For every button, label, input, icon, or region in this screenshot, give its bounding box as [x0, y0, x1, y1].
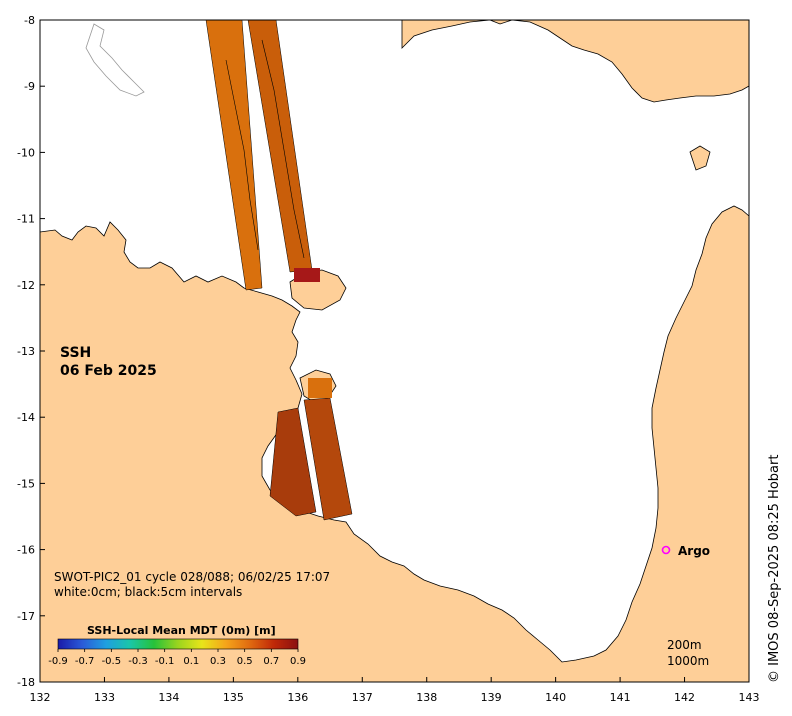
- island-tiwi: [85, 23, 145, 97]
- depth-200-label: 200m: [667, 638, 702, 652]
- y-tick-label: -14: [17, 411, 35, 424]
- swath-hotspot: [294, 268, 320, 282]
- x-tick-label: 140: [545, 691, 566, 704]
- swath-south-left: [269, 407, 317, 517]
- x-tick-label: 143: [739, 691, 760, 704]
- colorbar-tick-label: -0.1: [155, 656, 175, 667]
- x-tick-label: 132: [30, 691, 51, 704]
- colorbar-tick-label: 0.9: [290, 656, 306, 667]
- y-tick-label: -12: [17, 279, 35, 292]
- swath-contour-b: [261, 39, 305, 259]
- credit-text: © IMOS 08-Sep-2025 08:25 Hobart: [767, 454, 782, 683]
- colorbar-tick-label: 0.3: [210, 656, 226, 667]
- colorbar-tick-label: 0.5: [237, 656, 253, 667]
- y-tick-label: -16: [17, 544, 35, 557]
- colorbar-title: SSH-Local Mean MDT (0m) [m]: [87, 624, 276, 637]
- landmass-west: [40, 205, 749, 682]
- x-axis: 132 133 134 135 136 137 138 139 140 141 142 143: [30, 677, 760, 704]
- x-tick-label: 141: [610, 691, 631, 704]
- colorbar-tick-label: 0.1: [183, 656, 199, 667]
- y-tick-label: -10: [17, 146, 35, 159]
- landmass-northeast: [401, 20, 749, 103]
- depth-1000-label: 1000m: [667, 654, 709, 668]
- x-tick-label: 139: [481, 691, 502, 704]
- colorbar-tick-label: 0.7: [263, 656, 279, 667]
- island-eastern-small: [689, 145, 711, 171]
- colorbar-tick-label: -0.3: [128, 656, 148, 667]
- y-tick-label: -15: [17, 477, 35, 490]
- x-tick-label: 137: [352, 691, 373, 704]
- colorbar-tick-label: -0.9: [48, 656, 68, 667]
- x-tick-label: 136: [287, 691, 308, 704]
- y-tick-label: -18: [17, 676, 35, 689]
- panel-label: SSH: [60, 345, 91, 361]
- x-tick-label: 133: [94, 691, 115, 704]
- y-tick-label: -11: [17, 213, 35, 226]
- swath-south-patch: [308, 378, 332, 398]
- y-tick-label: -9: [24, 80, 35, 93]
- x-tick-label: 138: [416, 691, 437, 704]
- swath-contour-a: [225, 59, 259, 251]
- colorbar: [57, 638, 299, 650]
- panel-date: 06 Feb 2025: [60, 363, 157, 379]
- argo-label: Argo: [678, 544, 710, 558]
- y-tick-label: -13: [17, 345, 35, 358]
- swath-north-left: [205, 20, 263, 291]
- contour-note: white:0cm; black:5cm intervals: [54, 585, 242, 599]
- colorbar-ticks: -0.9 -0.7 -0.5 -0.3 -0.1 0.1 0.3 0.5 0.7 0.9: [48, 649, 306, 667]
- colorbar-tick-label: -0.5: [102, 656, 122, 667]
- source-text: SWOT-PIC2_01 cycle 028/088; 06/02/25 17:…: [54, 570, 330, 584]
- swath-south-right: [303, 397, 353, 521]
- colorbar-tick-label: -0.7: [75, 656, 95, 667]
- y-tick-label: -8: [24, 14, 35, 27]
- map-layers: [40, 20, 749, 682]
- y-axis: -8 -9 -10 -11 -12 -13 -14 -15 -16 -17 -18: [17, 14, 45, 689]
- x-tick-label: 142: [674, 691, 695, 704]
- x-tick-label: 134: [158, 691, 179, 704]
- x-tick-label: 135: [223, 691, 244, 704]
- y-tick-label: -17: [17, 610, 35, 623]
- argo-marker: [661, 545, 671, 555]
